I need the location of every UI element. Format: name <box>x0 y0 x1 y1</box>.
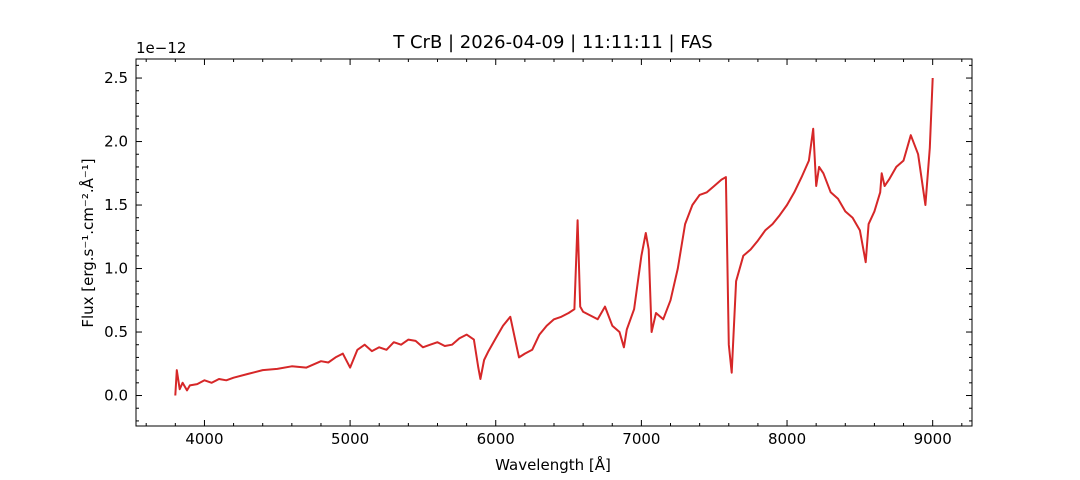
y-tick-label: 2.0 <box>104 133 128 151</box>
x-tick-label: 6000 <box>477 430 515 448</box>
y-tick-label: 0.5 <box>104 323 128 341</box>
x-tick-label: 8000 <box>768 430 806 448</box>
minor-ticks <box>136 59 972 426</box>
x-tick-label: 4000 <box>185 430 223 448</box>
x-axis-label: Wavelength [Å] <box>495 455 611 474</box>
x-tick-label: 5000 <box>331 430 369 448</box>
y-tick-label: 1.5 <box>104 196 128 214</box>
plot-area: 4000 5000 6000 7000 8000 9000 0.0 0.5 1.0 1.5 2.0… <box>104 58 973 448</box>
y-axis: 0.0 0.5 1.0 1.5 2.0 2.5 <box>104 69 972 405</box>
x-tick-label: 9000 <box>914 430 952 448</box>
series-line <box>174 77 934 396</box>
y-tick-label: 0.0 <box>104 387 128 405</box>
y-axis-label: Flux [erg.s⁻¹.cm⁻².Å⁻¹] <box>78 158 97 327</box>
y-tick-label: 1.0 <box>104 260 128 278</box>
chart-title: T CrB | 2026-04-09 | 11:11:11 | FAS <box>392 32 712 53</box>
y-offset-label: 1e−12 <box>136 39 186 57</box>
x-tick-label: 7000 <box>622 430 660 448</box>
y-tick-label: 2.5 <box>104 69 128 87</box>
x-axis: 4000 5000 6000 7000 8000 9000 <box>185 59 952 448</box>
